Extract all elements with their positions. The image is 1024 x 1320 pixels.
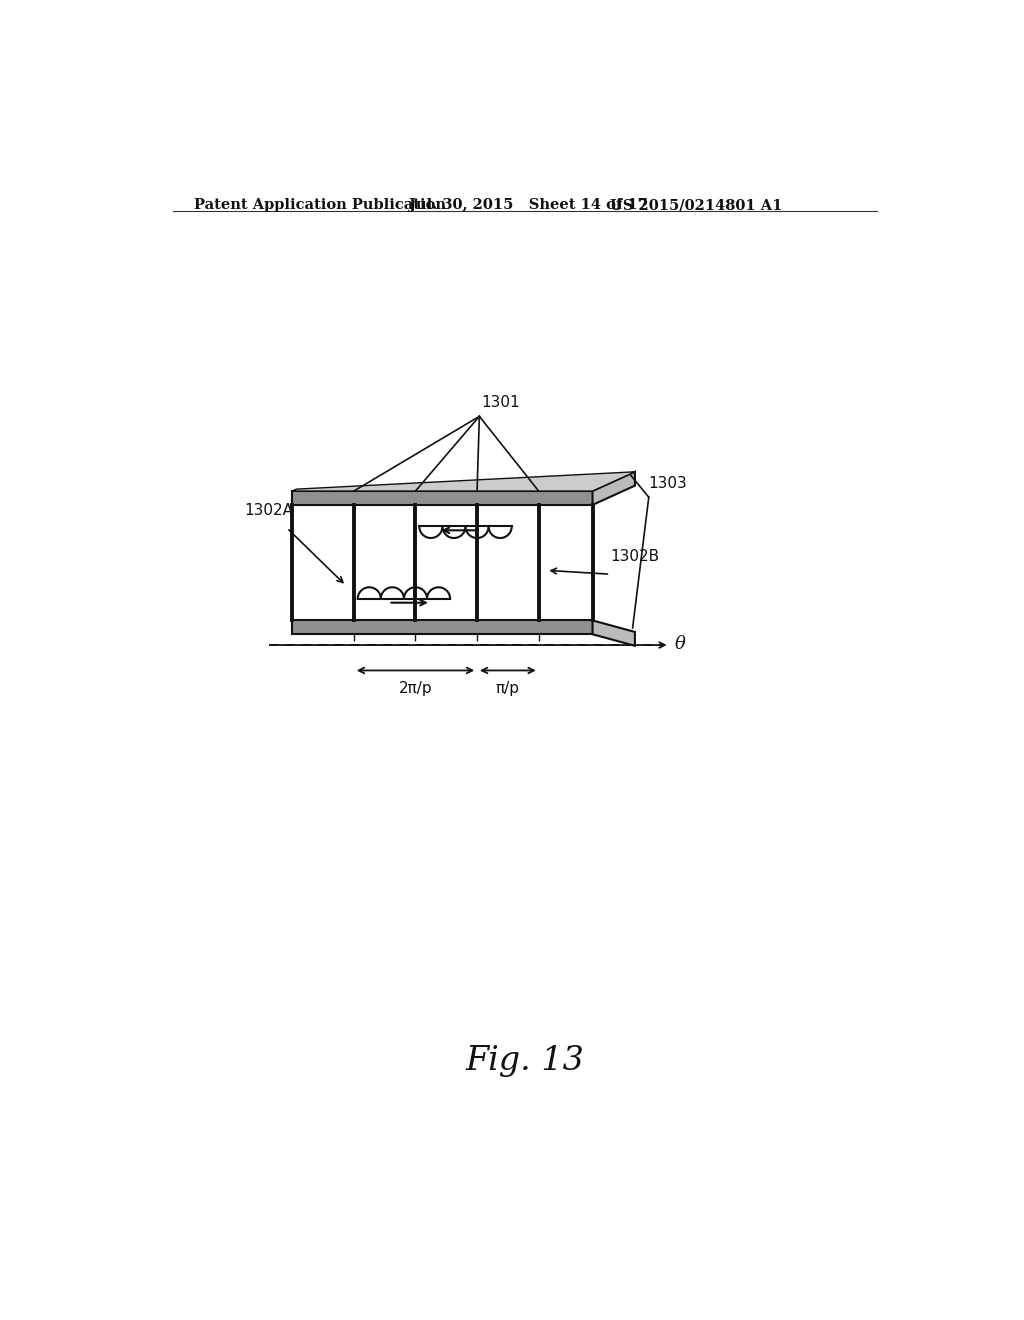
Text: US 2015/0214801 A1: US 2015/0214801 A1 (609, 198, 782, 213)
Text: Jul. 30, 2015   Sheet 14 of 17: Jul. 30, 2015 Sheet 14 of 17 (410, 198, 648, 213)
Polygon shape (593, 620, 635, 645)
Text: 1302A: 1302A (245, 503, 294, 517)
Bar (292, 620, 593, 635)
Text: 2π/p: 2π/p (398, 681, 432, 696)
Text: π/p: π/p (496, 681, 520, 696)
Bar (292, 491, 593, 506)
Polygon shape (593, 471, 635, 506)
Text: Patent Application Publication: Patent Application Publication (194, 198, 445, 213)
Text: θ: θ (675, 635, 686, 653)
Text: 1303: 1303 (649, 477, 687, 491)
Text: 1301: 1301 (481, 395, 519, 411)
Text: Fig. 13: Fig. 13 (465, 1045, 585, 1077)
Text: 1302B: 1302B (610, 549, 659, 564)
Polygon shape (292, 471, 635, 491)
